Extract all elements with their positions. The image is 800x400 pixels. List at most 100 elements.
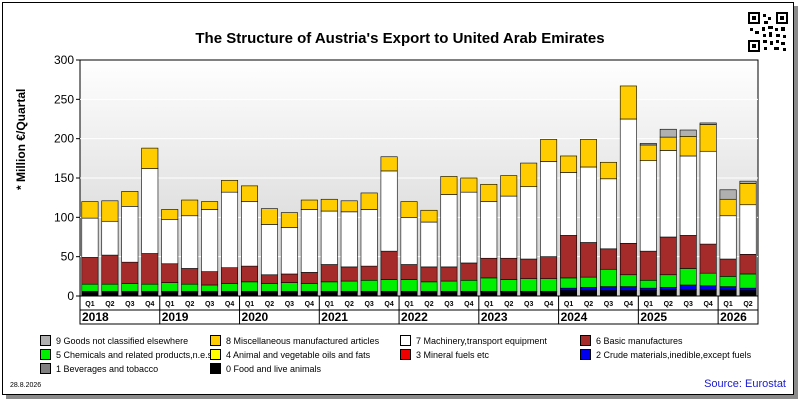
bar-segment [719, 286, 737, 291]
bar-segment [619, 242, 637, 276]
bar-segment [739, 180, 757, 184]
quarter-label: Q4 [464, 301, 473, 308]
bar-segment [340, 266, 358, 282]
quarter-band [79, 295, 759, 311]
bar-segment [300, 291, 318, 297]
quarter-label: Q2 [584, 301, 593, 308]
bar-segment [500, 279, 518, 292]
bar-segment [300, 199, 318, 210]
legend-swatch [210, 349, 221, 360]
bar-segment [580, 290, 597, 297]
y-tick-label: 0 [67, 289, 74, 303]
bar-segment [520, 186, 538, 260]
bar-segment [161, 282, 179, 292]
y-axis: 0 50 100 150 200 250 300 [54, 53, 80, 303]
quarter-label: Q3 [684, 301, 693, 308]
legend-swatch [400, 335, 411, 346]
quarter-label: Q1 [325, 301, 334, 308]
bar-segment [161, 219, 179, 265]
year-label: 2020 [242, 310, 269, 324]
bar-segment [380, 170, 398, 252]
bar-segment [739, 254, 757, 275]
legend-label: 8 Miscellaneous manufactured articles [226, 335, 380, 346]
bar-segment [540, 256, 558, 280]
bar-segment [679, 155, 697, 236]
bar-segment [719, 258, 737, 277]
legend-item: 7 Machinery,transport equipment [400, 335, 547, 346]
bar-segment [121, 261, 139, 284]
bar-segment [659, 274, 677, 288]
bar-segment [619, 274, 637, 287]
legend-swatch [580, 335, 591, 346]
bar-segment [121, 291, 139, 297]
bar-segment [460, 279, 478, 292]
legend-label: 4 Animal and vegetable oils and fats [226, 349, 371, 360]
bar-segment [161, 263, 179, 283]
bar-segment [420, 221, 438, 268]
bar-segment [500, 175, 518, 197]
bar-segment [679, 284, 697, 291]
bar-segment [480, 183, 498, 202]
bar-segment [480, 257, 498, 279]
bar-segment [580, 139, 597, 168]
legend-label: 3 Mineral fuels etc [416, 349, 490, 360]
bar-segment [599, 161, 617, 180]
bar-segment [260, 291, 278, 297]
bar-segment [201, 201, 219, 210]
bar-segment [241, 265, 258, 283]
bar-segment [141, 253, 159, 285]
quarter-label: Q3 [285, 301, 294, 308]
bar-segment [260, 283, 278, 292]
quarter-label: Q1 [245, 301, 254, 308]
bar-segment [560, 277, 578, 289]
bar-segment [460, 177, 478, 193]
bar-segment [81, 217, 99, 258]
year-label: 2025 [640, 310, 667, 324]
bar-segment [400, 217, 418, 265]
legend-label: 1 Beverages and tobacco [56, 363, 159, 374]
bar-segment [141, 291, 159, 297]
bar-segment [719, 215, 737, 260]
legend-label: 9 Goods not classified elsewhere [56, 335, 189, 346]
legend-label: 2 Crude materials,inedible,except fuels [596, 349, 752, 360]
legend-item: 9 Goods not classified elsewhere [40, 335, 188, 346]
bar-segment [560, 287, 578, 291]
y-tick-label: 300 [54, 53, 74, 67]
legend-item: 0 Food and live animals [210, 363, 321, 374]
bar-segment [101, 254, 119, 285]
bar-segment [560, 235, 578, 279]
bar-segment [161, 209, 179, 221]
bar-segment [619, 118, 637, 244]
bar-segment [340, 211, 358, 268]
bar-segment [659, 287, 677, 291]
bar-segment [141, 168, 159, 254]
bar-segment [241, 201, 258, 267]
bar-segment [280, 212, 298, 228]
bar-segment [659, 128, 677, 138]
bar-segment [300, 283, 318, 292]
bar-segment [201, 271, 219, 286]
bars [81, 85, 757, 297]
bar-segment [599, 248, 617, 270]
y-tick-label: 250 [54, 92, 74, 106]
bar-segment [699, 272, 717, 287]
bar-segment [380, 250, 398, 280]
quarter-label: Q2 [664, 301, 673, 308]
bar-segment [360, 209, 378, 267]
x-axis: Q1 Q2 Q3 Q4 Q1 Q2 Q3 Q4 Q1 Q2 Q3 Q4 Q1 Q2 Q3 Q4 Q1 Q2 Q3 Q4… [79, 295, 759, 325]
bar-segment [560, 172, 578, 236]
bar-segment [639, 143, 657, 146]
bar-segment [260, 208, 278, 225]
bar-segment [500, 291, 518, 297]
bar-segment [719, 276, 737, 287]
quarter-label: Q1 [85, 301, 94, 308]
bar-segment [340, 280, 358, 292]
quarter-label: Q1 [723, 301, 732, 308]
bar-segment [241, 185, 258, 202]
bar-segment [719, 189, 737, 200]
bar-segment [659, 289, 677, 297]
bar-segment [619, 286, 637, 291]
bar-segment [360, 279, 378, 292]
y-tick-label: 50 [61, 250, 75, 264]
bar-segment [320, 264, 338, 283]
